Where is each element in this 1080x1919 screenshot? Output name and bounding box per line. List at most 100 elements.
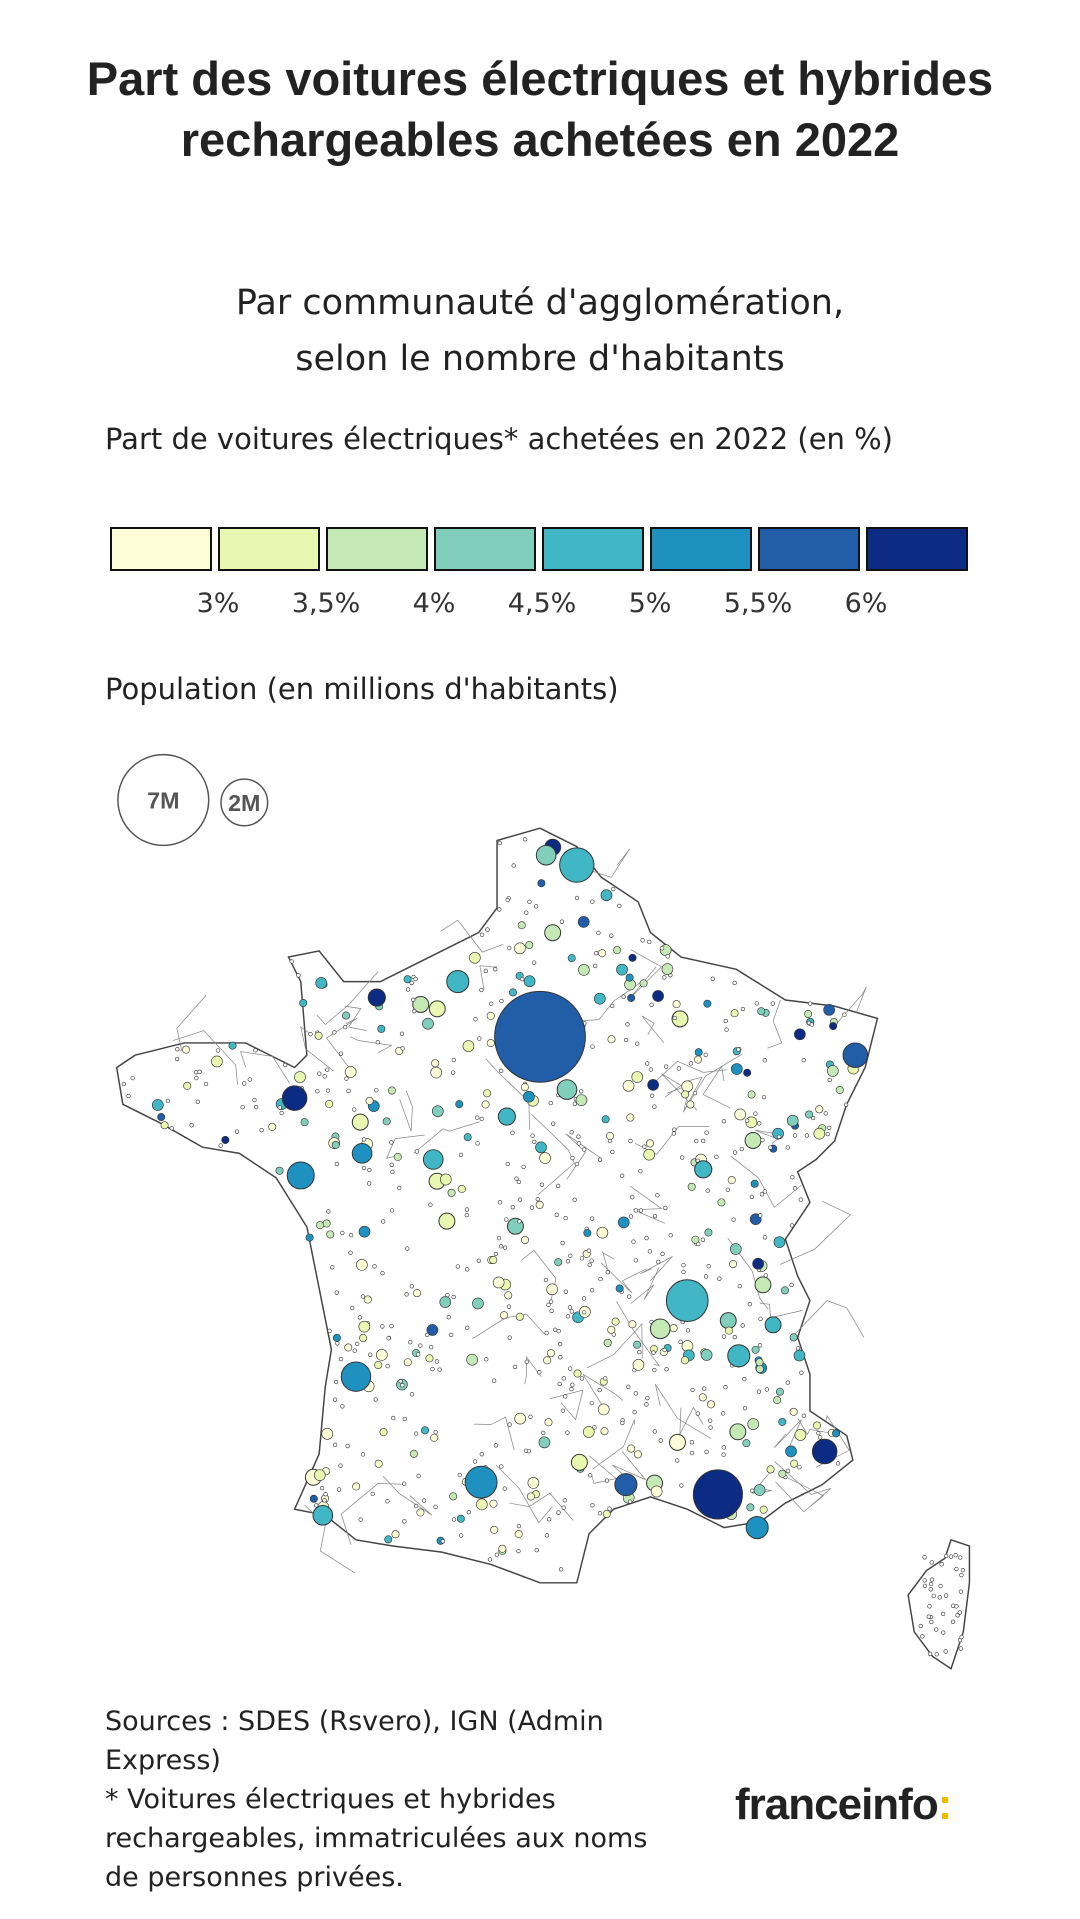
agglomeration-bubble — [385, 1363, 390, 1369]
agglomeration-bubble — [277, 1105, 282, 1110]
agglomeration-bubble — [472, 1297, 484, 1310]
agglomeration-bubble — [352, 1107, 357, 1112]
agglomeration-bubble — [556, 1329, 561, 1334]
agglomeration-bubble — [195, 1099, 200, 1104]
agglomeration-bubble — [421, 1498, 427, 1503]
agglomeration-bubble — [505, 897, 510, 903]
agglomeration-bubble — [247, 1077, 252, 1082]
agglomeration-bubble — [489, 1256, 498, 1265]
agglomeration-bubble — [516, 1523, 522, 1529]
agglomeration-bubble — [268, 1122, 277, 1131]
agglomeration-bubble — [514, 942, 526, 955]
agglomeration-bubble — [514, 1412, 527, 1425]
agglomeration-bubble — [694, 1055, 703, 1064]
agglomeration-bubble — [706, 1264, 711, 1269]
agglomeration-bubble — [650, 1485, 663, 1498]
agglomeration-bubble — [627, 1294, 632, 1299]
border-line — [524, 1355, 542, 1385]
agglomeration-bubble — [703, 999, 712, 1008]
color-legend-box — [326, 527, 428, 571]
border-line — [629, 1185, 666, 1224]
agglomeration-bubbles — [121, 837, 966, 1657]
agglomeration-bubble — [165, 1098, 171, 1104]
agglomeration-bubble — [425, 1354, 434, 1363]
agglomeration-bubble — [680, 1155, 685, 1160]
agglomeration-bubble — [411, 997, 416, 1002]
agglomeration-bubble — [422, 1149, 444, 1170]
agglomeration-bubble — [517, 1197, 523, 1202]
agglomeration-bubble — [457, 1472, 462, 1478]
agglomeration-bubble — [416, 1473, 421, 1479]
agglomeration-bubble — [458, 1152, 464, 1158]
agglomeration-bubble — [342, 1011, 350, 1020]
agglomeration-bubble — [182, 1045, 190, 1054]
agglomeration-bubble — [745, 1118, 750, 1123]
agglomeration-bubble — [794, 1028, 806, 1041]
agglomeration-bubble — [532, 1139, 537, 1145]
agglomeration-bubble — [342, 1025, 348, 1030]
agglomeration-bubble — [366, 1181, 372, 1186]
agglomeration-bubble — [628, 953, 637, 962]
agglomeration-bubble — [944, 1553, 949, 1559]
agglomeration-bubble — [548, 1299, 554, 1304]
agglomeration-bubble — [451, 1517, 457, 1522]
agglomeration-bubble — [355, 1341, 360, 1347]
agglomeration-bubble — [351, 1113, 369, 1131]
agglomeration-bubble — [387, 1086, 396, 1095]
agglomeration-bubble — [489, 1001, 494, 1006]
agglomeration-bubble — [582, 1426, 595, 1438]
agglomeration-bubble — [448, 1332, 454, 1338]
agglomeration-bubble — [625, 973, 634, 982]
agglomeration-bubble — [688, 1061, 694, 1066]
agglomeration-bubble — [700, 1349, 713, 1361]
agglomeration-bubble — [418, 1343, 423, 1348]
agglomeration-bubble — [193, 1070, 199, 1075]
agglomeration-bubble — [570, 1155, 575, 1161]
agglomeration-bubble — [843, 1102, 849, 1107]
agglomeration-bubble — [755, 1365, 764, 1374]
agglomeration-bubble — [520, 1083, 529, 1092]
agglomeration-bubble — [367, 1167, 372, 1173]
agglomeration-bubble — [732, 980, 737, 986]
agglomeration-bubble — [675, 1458, 680, 1463]
france-outline — [115, 827, 879, 1584]
agglomeration-bubble — [939, 1562, 944, 1567]
agglomeration-bubble — [603, 1338, 612, 1347]
agglomeration-bubble — [557, 1381, 562, 1387]
agglomeration-bubble — [589, 1288, 595, 1293]
agglomeration-bubble — [958, 1589, 964, 1594]
agglomeration-bubble — [446, 1315, 451, 1320]
agglomeration-bubble — [358, 1225, 371, 1238]
agglomeration-bubble — [428, 1202, 433, 1207]
agglomeration-bubble — [732, 1334, 737, 1340]
agglomeration-bubble — [734, 1108, 747, 1121]
footnote-text: * Voitures électriques et hybrides recha… — [105, 1784, 648, 1893]
agglomeration-bubble — [922, 1578, 927, 1583]
agglomeration-bubble — [548, 1100, 553, 1106]
agglomeration-bubble — [404, 1292, 409, 1297]
agglomeration-bubble — [375, 1349, 388, 1361]
agglomeration-bubble — [805, 1110, 814, 1119]
agglomeration-bubble — [367, 988, 386, 1007]
agglomeration-bubble — [440, 1539, 445, 1544]
agglomeration-bubble — [486, 1011, 495, 1020]
agglomeration-bubble — [400, 1383, 405, 1388]
agglomeration-bubble — [374, 1088, 379, 1093]
agglomeration-bubble — [552, 1327, 558, 1332]
agglomeration-bubble — [358, 1320, 371, 1333]
border-line — [600, 1262, 647, 1294]
agglomeration-bubble — [757, 1121, 762, 1126]
agglomeration-bubble — [424, 1332, 430, 1338]
agglomeration-bubble — [620, 1420, 625, 1426]
color-legend-box — [758, 527, 860, 571]
agglomeration-bubble — [299, 999, 308, 1007]
agglomeration-bubble — [405, 987, 411, 992]
border-line — [581, 981, 643, 1022]
border-line — [549, 1389, 584, 1421]
agglomeration-bubble — [652, 1214, 658, 1219]
agglomeration-bubble — [583, 1228, 592, 1237]
agglomeration-bubble — [498, 1068, 504, 1074]
agglomeration-bubble — [563, 1289, 569, 1294]
agglomeration-bubble — [405, 1246, 410, 1251]
agglomeration-bubble — [941, 1611, 946, 1617]
